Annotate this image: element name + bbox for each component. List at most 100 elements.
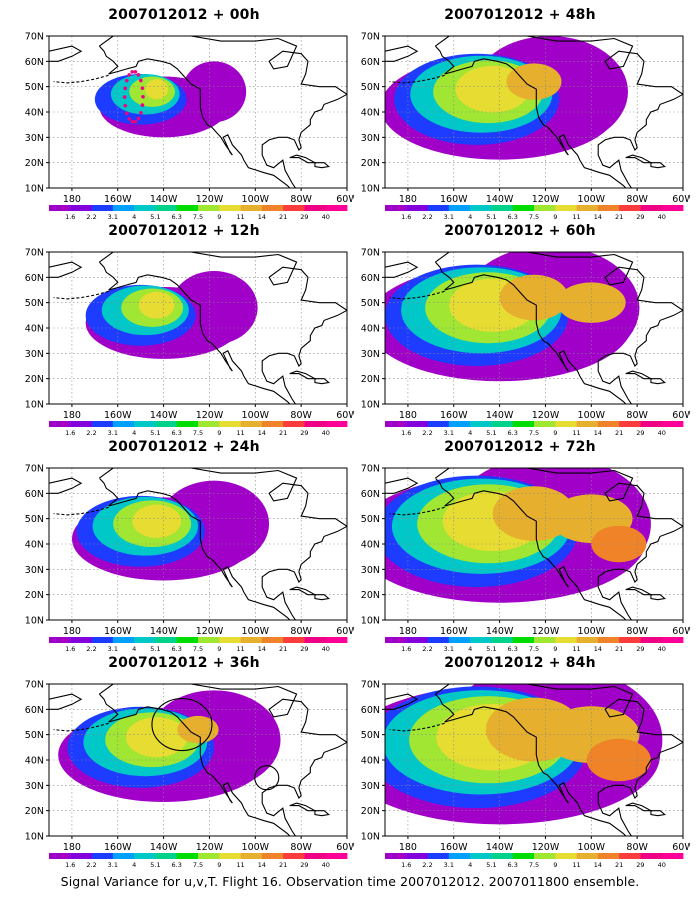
coastline	[650, 810, 666, 817]
map-panel-24h: 2007012012 + 24h 10N 20N 30N 40N 50N 60N 70N 180…	[14, 438, 354, 653]
coastline	[653, 28, 690, 61]
colorbar-label: 11	[572, 213, 580, 221]
lon-label: 60W	[336, 194, 354, 205]
colorbar-swatch	[491, 637, 514, 643]
coastline	[625, 370, 654, 380]
lat-label: 50N	[25, 514, 44, 525]
lat-label: 50N	[25, 298, 44, 309]
lat-label: 50N	[361, 730, 380, 741]
colorbar-label: 7.5	[529, 645, 539, 653]
colorbar-label: 7.5	[193, 645, 203, 653]
colorbar-swatch	[155, 421, 178, 427]
colorbar-label: 3.1	[108, 429, 118, 437]
colorbar-swatch	[448, 853, 471, 859]
colorbar-label: 29	[636, 645, 644, 653]
coastline	[650, 162, 666, 169]
colorbar-swatch	[512, 853, 535, 859]
colorbar: 1.6 2.2 3.1 4 5.1 6.3 7.5 9 11 14 21 29 40	[49, 205, 348, 221]
lat-label: 30N	[25, 565, 44, 576]
colorbar-label: 5.1	[486, 645, 496, 653]
colorbar-label: 4	[132, 645, 136, 653]
colorbar-swatch	[49, 637, 71, 643]
colorbar-swatch	[240, 637, 263, 643]
coastline	[625, 586, 654, 596]
colorbar-label: 5.1	[150, 645, 160, 653]
lon-label: 120W	[196, 410, 224, 421]
lat-label: 70N	[361, 464, 380, 475]
colorbar-label: 14	[258, 861, 266, 869]
map-panel-84h: 2007012012 + 84h 10N 20N 30N 40N 50N 60N 70N 180…	[350, 654, 690, 869]
colorbar-label: 6.3	[172, 429, 182, 437]
colorbar-swatch	[91, 853, 114, 859]
colorbar-label: 9	[217, 861, 221, 869]
colorbar-label: 1.6	[401, 213, 411, 221]
lon-label: 60W	[336, 842, 354, 853]
colorbar-swatch	[385, 853, 407, 859]
colorbar-swatch	[261, 853, 284, 859]
colorbar-swatch	[49, 421, 71, 427]
observation-point	[124, 78, 129, 83]
colorbar-swatch	[134, 853, 156, 859]
colorbar-swatch	[555, 637, 577, 643]
colorbar: 1.6 2.2 3.1 4 5.1 6.3 7.5 9 11 14 21 29 40	[49, 637, 348, 653]
colorbar-label: 5.1	[150, 213, 160, 221]
colorbar-label: 5.1	[486, 861, 496, 869]
colorbar-label: 3.1	[444, 429, 454, 437]
colorbar-label: 11	[572, 645, 580, 653]
colorbar-label: 1.6	[401, 429, 411, 437]
colorbar-swatch	[91, 205, 114, 211]
colorbar-swatch	[597, 637, 620, 643]
lat-label: 40N	[361, 108, 380, 119]
lat-label: 20N	[25, 590, 44, 601]
variance-contour	[181, 61, 247, 123]
lon-label: 180	[63, 842, 81, 853]
lon-label: 100W	[578, 626, 606, 637]
colorbar-label: 4	[132, 861, 136, 869]
map-plot: 10N 20N 30N 40N 50N 60N 70N 180 160W 140W 120W 100W…	[361, 28, 690, 206]
colorbar-label: 5.1	[486, 213, 496, 221]
colorbar-swatch	[49, 853, 71, 859]
coastline	[289, 154, 318, 164]
colorbar-swatch	[240, 853, 263, 859]
lat-label: 70N	[361, 248, 380, 259]
colorbar-swatch	[512, 421, 535, 427]
variance-contour	[586, 738, 651, 782]
colorbar-label: 4	[468, 429, 472, 437]
colorbar-swatch	[112, 205, 135, 211]
map-plot: 10N 20N 30N 40N 50N 60N 70N 180 160W 140W 120W 100W…	[25, 248, 354, 422]
lat-label: 30N	[25, 781, 44, 792]
map-panel-12h: 2007012012 + 12h 10N 20N 30N 40N 50N 60N 70N 180…	[14, 222, 354, 437]
lat-label: 20N	[361, 158, 380, 169]
colorbar-label: 1.6	[65, 861, 75, 869]
colorbar-swatch	[385, 421, 407, 427]
lat-label: 20N	[361, 374, 380, 385]
aleutian-islands	[53, 506, 109, 516]
colorbar-label: 11	[236, 429, 244, 437]
colorbar-swatch	[112, 853, 135, 859]
coastline	[385, 477, 419, 494]
colorbar-label: 7.5	[529, 213, 539, 221]
map-plot: 10N 20N 30N 40N 50N 60N 70N 180 160W 140W 120W 100W…	[25, 680, 354, 854]
colorbar-swatch	[155, 637, 178, 643]
lat-label: 60N	[25, 57, 44, 68]
lat-label: 40N	[25, 108, 44, 119]
colorbar-label: 40	[322, 429, 330, 437]
lon-label: 120W	[532, 410, 560, 421]
colorbar-label: 6.3	[172, 861, 182, 869]
lon-label: 100W	[242, 626, 270, 637]
lat-label: 20N	[25, 158, 44, 169]
colorbar-label: 21	[615, 861, 623, 869]
observation-point	[127, 73, 131, 77]
lon-label: 120W	[196, 842, 224, 853]
colorbar-swatch	[640, 205, 663, 211]
variance-field	[385, 684, 683, 836]
colorbar-label: 4	[132, 213, 136, 221]
colorbar-swatch	[576, 853, 599, 859]
map-plot: 10N 20N 30N 40N 50N 60N 70N 180 160W 140W 120W 100W…	[361, 680, 690, 854]
colorbar-swatch	[70, 853, 92, 859]
coastline	[434, 468, 683, 620]
coastline	[314, 810, 330, 817]
variance-contour	[132, 504, 182, 538]
colorbar-label: 1.6	[65, 213, 75, 221]
observation-point	[130, 70, 134, 74]
